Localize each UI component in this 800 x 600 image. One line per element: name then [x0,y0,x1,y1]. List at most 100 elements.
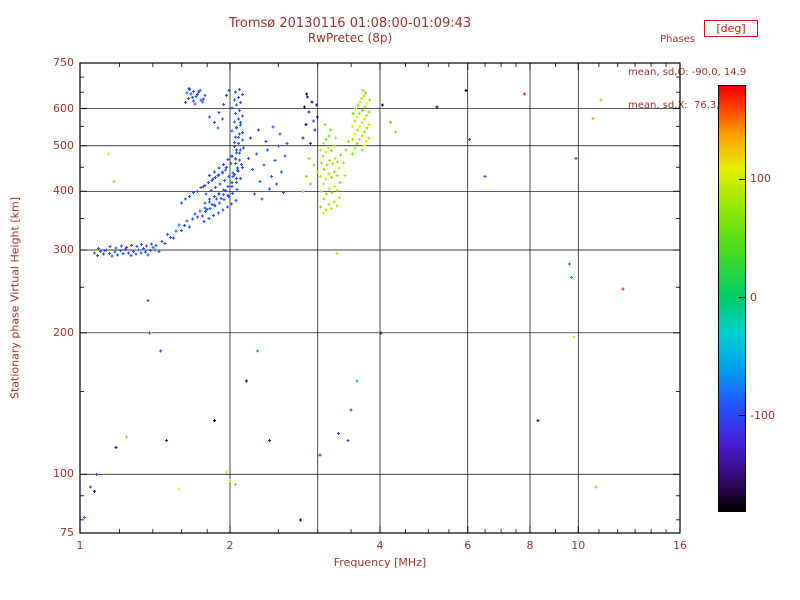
data-point [237,142,240,145]
data-point [93,251,96,255]
data-point [142,247,145,250]
data-point [222,188,225,192]
data-point [218,182,222,186]
data-point [394,130,397,134]
data-point [621,287,625,291]
data-point [235,188,239,191]
data-point [325,163,329,167]
data-point [199,98,203,102]
data-point [327,203,331,206]
data-point [202,97,205,101]
data-point [233,173,236,176]
data-point [214,176,217,179]
data-point [360,121,364,124]
data-point [351,112,355,115]
data-point [193,212,197,216]
data-point [303,105,306,109]
data-point [198,209,202,213]
data-point [230,106,234,110]
data-point [233,120,236,124]
data-point [112,180,116,183]
data-point [204,192,208,196]
y-tick-label: 750 [53,56,74,69]
data-point [187,87,191,90]
data-point [216,174,220,177]
data-point [335,174,339,177]
data-point [315,103,318,107]
data-point [335,204,339,208]
data-point [365,140,368,143]
data-point [305,175,308,178]
data-point [241,114,244,118]
data-point [202,220,206,223]
data-point [266,148,269,152]
data-point [235,126,238,129]
data-point [177,487,181,491]
data-point [363,144,366,148]
scatter-points [83,87,625,522]
data-point [234,112,237,115]
data-point [217,192,221,195]
data-point [234,90,237,94]
data-point [237,117,240,121]
data-point [213,419,216,422]
data-point [322,168,326,171]
data-point [99,250,102,253]
data-point [221,170,224,174]
data-point [233,145,236,148]
data-point [365,102,369,105]
data-point [146,299,150,302]
data-point [305,92,308,96]
data-point [330,149,333,152]
data-point [223,179,226,182]
data-point [198,89,202,92]
data-point [165,439,168,442]
data-point [330,191,334,194]
data-point [151,246,155,249]
data-point [310,100,314,104]
data-point [224,168,227,172]
data-point [349,408,353,412]
data-point [160,240,164,243]
data-point [316,170,319,174]
data-point [231,175,235,178]
data-point [307,157,311,160]
data-point [367,136,371,140]
data-point [139,251,143,255]
data-point [154,244,158,247]
data-point [568,262,571,266]
data-point [365,114,368,117]
data-point [333,170,336,174]
data-point [324,177,328,181]
data-point [235,177,238,180]
phase-stats-header: Phases [660,34,696,45]
data-point [227,175,231,178]
data-point [234,157,237,161]
data-point [338,166,341,170]
data-point [130,244,133,247]
data-point [234,135,237,139]
data-point [309,182,312,186]
data-point [239,101,242,104]
data-point [238,109,241,112]
data-point [127,251,130,255]
data-point [239,148,242,152]
data-point [367,110,371,114]
chart-subtitle: RwPretec (8p) [307,31,393,45]
data-point [180,229,183,232]
data-point [319,148,322,152]
data-point [334,136,337,140]
data-point [201,214,204,218]
data-point [214,186,217,189]
data-point [239,121,242,124]
data-point [572,335,576,339]
data-point [217,111,221,114]
data-point [324,138,328,141]
data-point [93,490,96,493]
data-point [228,479,232,482]
data-point [338,181,342,184]
data-point [95,473,98,476]
x-tick-label: 1 [76,539,84,552]
data-point [194,95,198,98]
